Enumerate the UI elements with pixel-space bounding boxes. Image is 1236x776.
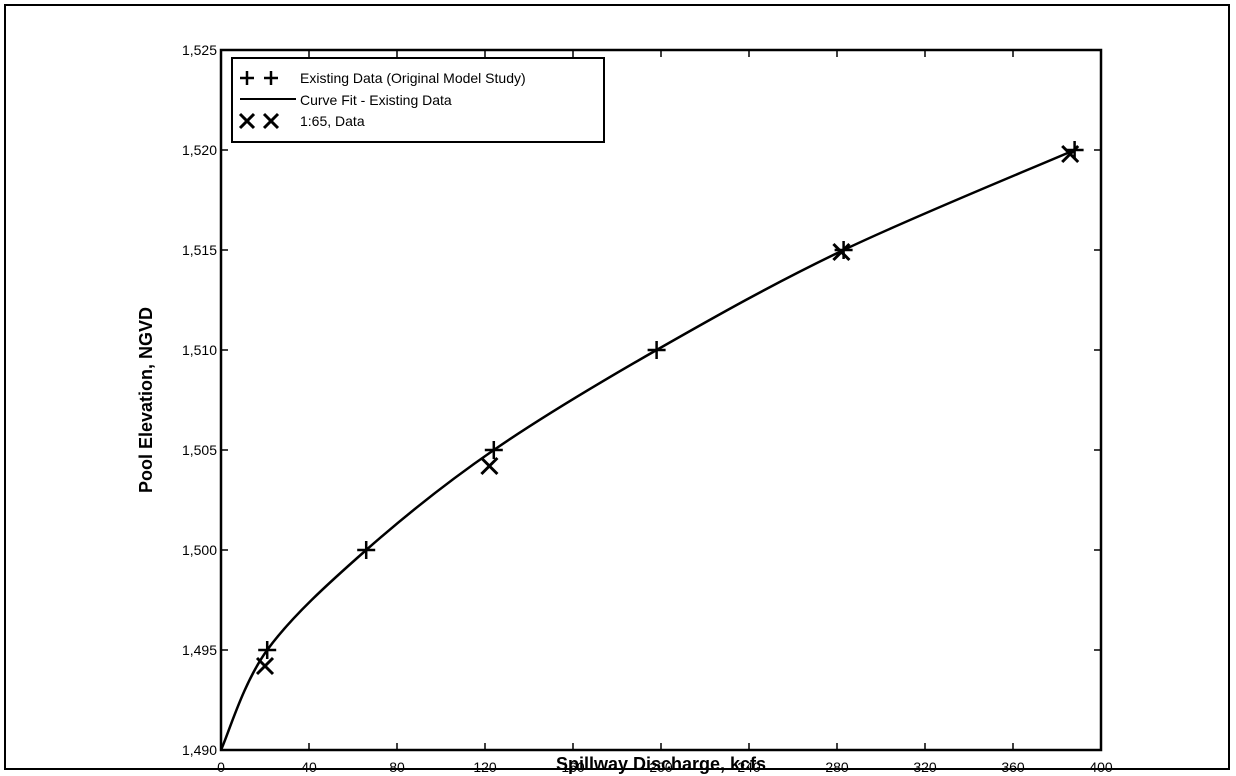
existing-data-point <box>484 441 503 459</box>
y-tick-label: 1,515 <box>182 242 217 258</box>
figure-frame <box>4 4 1230 770</box>
y-tick-label: 1,520 <box>182 142 217 158</box>
plus-marker-icon <box>240 71 278 85</box>
y-tick-label: 1,490 <box>182 742 217 758</box>
legend-label-curve: Curve Fit - Existing Data <box>300 92 452 108</box>
y-axis-title: Pool Elevation, NGVD <box>136 307 156 493</box>
model-data-point <box>1061 144 1080 164</box>
legend-label-model: 1:65, Data <box>300 113 365 129</box>
model-data-point <box>255 656 275 676</box>
legend-plus-marker <box>240 71 254 85</box>
curve-fit-layer <box>219 148 1076 751</box>
x-tick-label: 160 <box>561 759 585 775</box>
y-tick-label: 1,510 <box>182 342 217 358</box>
y-tick-label: 1,505 <box>182 442 217 458</box>
legend: Existing Data (Original Model Study) Cur… <box>231 57 605 143</box>
x-tick-label: 200 <box>649 759 673 775</box>
legend-x-marker <box>262 112 280 130</box>
model-data-point <box>480 456 499 476</box>
x-tick-label: 280 <box>825 759 849 775</box>
x-tick-label: 120 <box>473 759 497 775</box>
x-axis: 0 40 80 120 160 200 240 280 320 360 400 <box>217 50 1113 775</box>
y-tick-label: 1,500 <box>182 542 217 558</box>
x-tick-label: 400 <box>1089 759 1113 775</box>
model-data-markers <box>255 144 1080 676</box>
legend-entry-model: 1:65, Data <box>238 112 365 130</box>
x-tick-label: 320 <box>913 759 937 775</box>
existing-data-markers <box>258 141 1084 659</box>
legend-entry-curve: Curve Fit - Existing Data <box>240 92 452 108</box>
y-tick-label: 1,495 <box>182 642 217 658</box>
x-marker-icon <box>238 112 280 130</box>
legend-plus-marker <box>264 71 278 85</box>
plot-area <box>219 48 1103 752</box>
legend-entry-existing: Existing Data (Original Model Study) <box>240 70 526 86</box>
x-tick-label: 80 <box>389 759 405 775</box>
x-tick-label: 240 <box>737 759 761 775</box>
y-axis: 1,490 1,495 1,500 1,505 1,510 1,515 1,520 1,525 <box>182 42 1101 758</box>
x-tick-label: 0 <box>217 759 225 775</box>
existing-data-point <box>258 641 277 659</box>
x-tick-label: 360 <box>1001 759 1025 775</box>
x-tick-label: 40 <box>301 759 317 775</box>
legend-x-marker <box>238 112 256 130</box>
x-axis-title: Spillway Discharge, kcfs <box>556 754 766 774</box>
curve-fit-line <box>219 148 1076 751</box>
y-tick-label: 1,525 <box>182 42 217 58</box>
plot-frame <box>219 48 1103 752</box>
model-data-point <box>832 242 851 262</box>
existing-data-point <box>357 541 376 559</box>
existing-data-point <box>647 341 666 359</box>
legend-label-existing: Existing Data (Original Model Study) <box>300 70 526 86</box>
